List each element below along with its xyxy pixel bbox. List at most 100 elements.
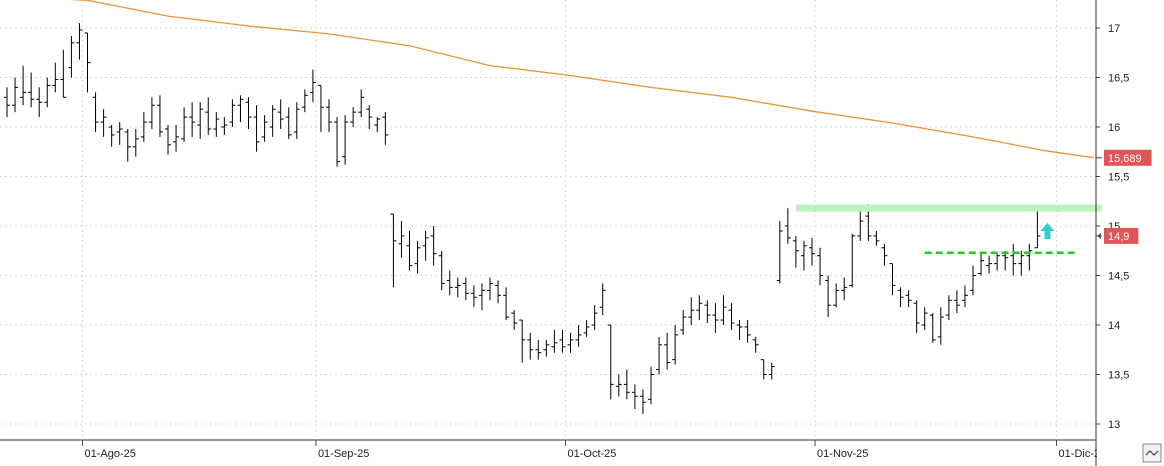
ohlc-bar: [148, 97, 155, 129]
ohlc-bar: [712, 303, 719, 333]
moving-average-line: [68, 0, 1094, 159]
ohlc-bar: [688, 297, 695, 325]
y-tick-label: 14,5: [1108, 271, 1129, 283]
x-tick-label: 01-Dic-25: [1059, 448, 1107, 460]
ohlc-bar: [277, 99, 284, 129]
ohlc-bar: [841, 277, 848, 301]
ohlc-bar: [382, 112, 389, 145]
ohlc-bar: [527, 332, 534, 360]
ohlc-bar: [213, 112, 220, 137]
ohlc-bar: [503, 287, 510, 321]
ohlc-bar: [430, 226, 437, 266]
ohlc-bar: [156, 95, 163, 137]
ohlc-bar: [776, 221, 783, 284]
up-arrow-icon: [1040, 222, 1055, 239]
y-tick-label: 13: [1108, 419, 1120, 431]
annotations: [795, 204, 1102, 254]
ohlc-bar: [809, 237, 815, 266]
ohlc-bar: [664, 332, 671, 370]
ohlc-bar: [20, 65, 27, 106]
ohlc-bar: [728, 303, 735, 330]
y-tick-label: 17: [1108, 23, 1120, 35]
y-tick-label: 16,5: [1108, 73, 1129, 85]
ohlc-bar: [889, 263, 896, 296]
ohlc-bar: [607, 324, 614, 400]
ohlc-bar: [1034, 208, 1041, 249]
ohlc-bar: [961, 285, 968, 308]
ohlc-bar: [615, 374, 622, 397]
ohlc-bar: [849, 233, 856, 288]
ohlc-bar: [1010, 243, 1017, 276]
ohlc-bar: [575, 325, 582, 347]
ohlc-bar: [511, 310, 518, 330]
ohlc-bar: [237, 95, 244, 123]
ohlc-bar: [994, 253, 1001, 271]
ohlc-bar: [833, 283, 840, 308]
x-tick-label: 01-Sep-25: [318, 448, 369, 460]
ohlc-bar: [326, 99, 332, 132]
ohlc-bar: [189, 102, 196, 137]
ohlc-bar: [76, 23, 83, 60]
ohlc-bar: [366, 105, 373, 129]
ohlc-bar: [937, 307, 944, 345]
ohlc-bar: [639, 389, 646, 415]
ohlc-bar: [197, 102, 204, 139]
ohlc-bar: [487, 277, 493, 301]
ohlc-bar: [873, 230, 880, 246]
y-tick-label: 13,5: [1108, 370, 1129, 382]
ohlc-bar: [132, 128, 139, 157]
ohlc-bar: [744, 320, 751, 343]
ohlc-bar: [470, 285, 477, 308]
ohlc-bar: [535, 339, 542, 360]
ohlc-bar: [350, 107, 357, 127]
ohlc-series: [4, 23, 1041, 415]
ohlc-bar: [462, 277, 469, 301]
ohlc-bar: [736, 320, 743, 340]
price-badges: 15,689 14,9: [1096, 149, 1152, 244]
x-tick-label: 01-Nov-25: [817, 448, 868, 460]
ohlc-bar: [1002, 250, 1009, 271]
ohlc-bar: [768, 362, 775, 380]
ohlc-bar: [792, 235, 799, 268]
ohlc-bar: [52, 62, 59, 93]
ohlc-bar: [253, 105, 260, 152]
ohlc-bar: [800, 240, 807, 271]
ohlc-bar: [825, 275, 832, 318]
grid: [0, 0, 1096, 440]
ohlc-bar: [921, 307, 928, 330]
ohlc-bar: [623, 369, 630, 400]
ohlc-bar: [631, 384, 638, 410]
badge-label: 14,9: [1108, 231, 1129, 243]
ohlc-bar: [897, 287, 904, 308]
ohlc-bar: [929, 313, 936, 343]
x-tick-label: 01-Ago-25: [85, 448, 136, 460]
ohlc-bar: [28, 72, 35, 108]
ohlc-bar: [4, 87, 10, 118]
ohlc-bar: [752, 336, 759, 353]
ohlc-bar: [422, 230, 429, 261]
ohlc-bar: [672, 325, 679, 365]
ohlc-bar: [857, 208, 864, 241]
ohlc-bar: [454, 277, 461, 298]
ohlc-bar: [414, 240, 421, 274]
ohlc-bar: [229, 99, 236, 127]
ohlc-bar: [583, 320, 590, 337]
ohlc-bar: [165, 125, 171, 155]
ohlc-bar: [978, 253, 985, 276]
ohlc-bar: [108, 125, 115, 147]
ohlc-bar: [591, 305, 598, 330]
ohlc-bar: [245, 97, 252, 129]
ohlc-bar: [342, 115, 349, 165]
last-price-badge: [1104, 227, 1139, 244]
moving-average-series: [68, 0, 1094, 159]
ohlc-bar: [269, 105, 276, 137]
x-tick-label: 01-Oct-25: [568, 448, 617, 460]
ohlc-bar: [12, 77, 19, 113]
ohlc-bar: [1026, 243, 1033, 271]
ohlc-bar: [261, 115, 268, 142]
ohlc-bar: [221, 117, 228, 135]
ohlc-bar: [309, 69, 316, 103]
ohlc-bar: [44, 77, 51, 108]
ohlc-bar: [140, 112, 147, 142]
